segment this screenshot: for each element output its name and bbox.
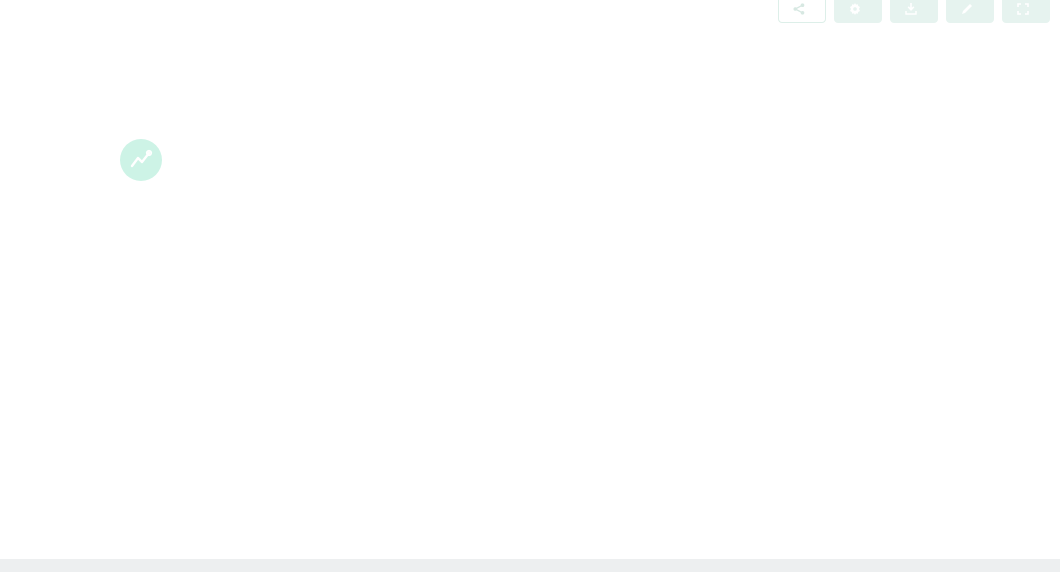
legend-dash-orange	[484, 516, 506, 520]
image-button[interactable]	[890, 0, 938, 23]
diy-button[interactable]	[946, 0, 994, 23]
legend-dash-blue	[423, 516, 445, 520]
custom-button[interactable]	[834, 0, 882, 23]
legend-dash-mint	[545, 516, 567, 520]
expand-icon	[1017, 2, 1029, 15]
gear-icon	[849, 2, 861, 15]
legend-item-mining-costs[interactable]	[423, 516, 454, 520]
pencil-icon	[961, 3, 973, 15]
enlarge-button[interactable]	[1002, 0, 1050, 23]
share-icon	[793, 2, 805, 15]
header-toolbar	[778, 0, 1050, 23]
legend-item-ratio[interactable]	[545, 516, 576, 520]
legend-item-bitcoin-usd[interactable]	[484, 516, 515, 520]
share-button[interactable]	[778, 0, 826, 23]
page-bottom-strip	[0, 559, 1060, 572]
chart-legend	[0, 516, 1060, 520]
legend-item-ratio-ma[interactable]	[606, 516, 637, 520]
download-icon	[905, 2, 917, 15]
legend-dash-teal	[606, 516, 628, 520]
